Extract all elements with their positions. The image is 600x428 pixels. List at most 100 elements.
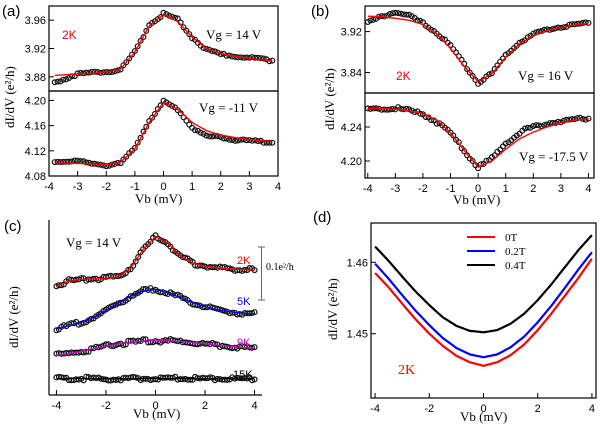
panel-d-y-ticks: 1.45 1.46 [347, 257, 376, 341]
panel-a-bottom-data-point [226, 136, 233, 143]
panel-label-c: (c) [4, 218, 22, 235]
panel-a-top-data-point [134, 43, 141, 50]
panel-a-bottom-data-point [249, 137, 256, 144]
panel-a-bottom-data-point [206, 133, 213, 140]
panel-a-bottom-data-point [51, 159, 58, 166]
panel-c-gate-label: Vg = 14 V [66, 235, 122, 250]
panel-a-top-data-point [131, 47, 138, 54]
panel-a-top-plot [51, 9, 276, 86]
panel-b-bottom-frame [364, 92, 595, 179]
panel-a-bottom-data-point [149, 114, 156, 121]
panel-a-top-frame [48, 5, 279, 92]
panel-a-top-data-point [54, 78, 61, 85]
panel-c-series-9k-point [83, 348, 90, 355]
panel-c-series-15k-point [132, 374, 139, 381]
panel-b-top-data-point [403, 11, 410, 18]
panel-a-bottom-data-point [243, 137, 250, 144]
panel-a-bottom-fit-line [54, 101, 273, 166]
panel-c-scale-bar [258, 246, 265, 301]
panel-b-top-data-point [428, 26, 435, 33]
panel-a-x-tick-label: 0 [160, 181, 166, 193]
panel-a-top-gate-label: Vg = 14 V [206, 27, 262, 42]
panel-c-series-label-9k: 9K [237, 337, 251, 349]
panel-c-x-tick-label: 0 [152, 400, 158, 412]
panel-b-x-tick-label: 1 [503, 183, 509, 195]
panel-d-y-axis-label: dI/dV (e²/h) [325, 278, 340, 340]
panel-b-x-tick-label: 4 [585, 183, 591, 195]
panel-c-series-2k-point [147, 238, 154, 245]
panel-d-y-tick-label: 1.45 [347, 329, 368, 341]
panel-a-top-data-point [140, 33, 147, 40]
panel-c-x-tick-label: -4 [52, 400, 62, 412]
panel-a-y-tick-label: 4.08 [25, 171, 46, 183]
panel-c-y-axis-label: dI/dV (e²/h) [6, 286, 21, 348]
panel-b-top-data-point [566, 21, 573, 28]
panel-c-x-axis-label: Vb (mV) [133, 406, 180, 421]
panel-b-bottom-data-point [568, 116, 575, 123]
panel-a-bottom-data-point [269, 139, 276, 146]
panel-a-bottom-data-point [54, 158, 61, 165]
panel-a-x-ticks: -4 -3 -2 -1 0 1 2 3 4 [44, 171, 281, 193]
panel-c-scale-bar-label: 0.1e²/h [266, 262, 294, 273]
panel-c-series-2k-point [115, 273, 122, 280]
panel-a-bottom-data-point [266, 139, 273, 146]
panel-b-x-tick-label: 2 [530, 183, 536, 195]
panel-b-bottom-data-point [378, 106, 385, 113]
panel-a-top-data-point [143, 27, 150, 34]
panel-b-top-data-point [439, 35, 446, 42]
panel-b-x-tick-label: -2 [418, 183, 428, 195]
panel-b-bottom-data-point [502, 140, 509, 147]
panel-b-y-tick-label: 3.92 [341, 27, 362, 39]
panel-b-top-fit-line [367, 15, 589, 83]
panel-label-d: (d) [313, 209, 331, 226]
panel-a-bottom-data-point [151, 110, 158, 117]
panel-a-y-tick-label: 3.88 [25, 72, 46, 84]
legend-label-0-2t: 0.2T [505, 246, 526, 258]
panel-label-a: (a) [2, 3, 20, 20]
panel-a-bottom-data-point [209, 133, 216, 140]
panel-b-bottom-data-point [535, 122, 542, 129]
panel-a-bottom-data-point [183, 117, 190, 124]
panel-b-x-axis-label: Vb (mV) [453, 192, 500, 207]
panel-a-y-tick-label: 4.16 [25, 121, 46, 133]
panel-b-top-data-point [400, 11, 407, 18]
panel-b-y-tick-label: 4.20 [341, 156, 362, 168]
panel-d-x-tick-label: 4 [589, 403, 595, 415]
panel-d-line-0-4t [374, 234, 593, 334]
panel-a-top-data-point [249, 54, 256, 61]
panel-c-fit-line-2k [56, 235, 255, 287]
panel-a-bottom-data-point [237, 136, 244, 143]
panel-b-top-data-point [386, 11, 393, 18]
panel-a-x-tick-label: 4 [275, 181, 281, 193]
panel-b-bottom-data-point [433, 120, 440, 127]
panel-a-bottom-data-point [83, 159, 90, 166]
panel-a-top-data-point [51, 79, 58, 86]
panel-a-top-fit-line [54, 13, 273, 77]
panel-label-b: (b) [311, 3, 329, 20]
panel-b-bottom-data-point [475, 165, 482, 172]
panel-a-top-data-point [266, 58, 273, 65]
panel-b-y-axis-label: dI/dV (e²/h) [322, 68, 337, 130]
panel-a-x-tick-label: 1 [189, 181, 195, 193]
panel-a-bottom-data-point [232, 137, 239, 144]
panel-b-bottom-data-point [530, 122, 537, 129]
panel-c-series-label-5k: 5K [237, 296, 251, 308]
panel-b-y-tick-label: 3.84 [341, 68, 362, 80]
panel-a-bottom-data-point [192, 127, 199, 134]
panel-d-x-tick-label: 2 [535, 403, 541, 415]
panel-c-series-2k-point [78, 275, 85, 282]
panel-b-bottom-y-ticks: 4.20 4.24 [341, 122, 370, 168]
panel-c-series-2k-point [132, 258, 139, 265]
panel-a-top-data-point [180, 24, 187, 31]
panel-b-x-tick-label: 0 [475, 183, 481, 195]
panel-b-top-data-point [392, 9, 399, 16]
panel-a-top-data-point [212, 48, 219, 55]
panel-b-bottom-plot [364, 104, 592, 172]
panel-b-bottom-data-point [533, 122, 540, 129]
panel-a-bottom-data-point [197, 129, 204, 136]
panel-a-bottom-data-point [100, 162, 107, 169]
panel-a-x-tick-label: 3 [246, 181, 252, 193]
panel-a-top-data-point [123, 59, 130, 66]
panel-a-x-tick-label: -1 [130, 181, 140, 193]
